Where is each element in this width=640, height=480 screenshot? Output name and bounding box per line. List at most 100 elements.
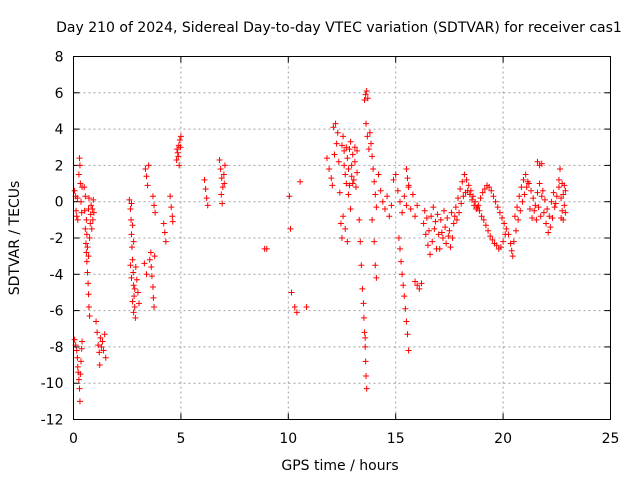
- data-point: [463, 176, 470, 183]
- data-point: [529, 215, 536, 222]
- data-point: [220, 171, 227, 178]
- data-point: [98, 343, 105, 350]
- data-point: [101, 331, 108, 338]
- data-point: [341, 162, 348, 169]
- data-point: [543, 220, 550, 227]
- data-point: [366, 129, 373, 136]
- data-point: [291, 303, 298, 310]
- data-point: [538, 193, 545, 200]
- data-point: [82, 193, 89, 200]
- data-point: [450, 220, 457, 227]
- data-point: [351, 144, 358, 151]
- data-point: [547, 224, 554, 231]
- data-point: [219, 184, 226, 191]
- data-point: [545, 229, 552, 236]
- data-point: [480, 216, 487, 223]
- data-point: [511, 213, 518, 220]
- y-tick-label: -8: [50, 340, 64, 356]
- x-tick-label: 0: [69, 431, 78, 447]
- data-point: [451, 213, 458, 220]
- y-tick-labels: -12 -10 -8 -6 -4 -2 0 2 4 6 8: [41, 50, 64, 429]
- data-point: [81, 207, 88, 214]
- data-point: [510, 238, 517, 245]
- data-point: [76, 155, 83, 162]
- data-point: [83, 258, 90, 265]
- data-point: [371, 178, 378, 185]
- data-point: [343, 144, 350, 151]
- data-point: [79, 338, 86, 345]
- y-tick-label: -6: [50, 304, 64, 320]
- data-point: [396, 198, 403, 205]
- data-point: [557, 166, 564, 173]
- data-point: [458, 200, 465, 207]
- data-point: [85, 291, 92, 298]
- data-point: [75, 171, 82, 178]
- data-point: [131, 303, 138, 310]
- data-point: [517, 207, 524, 214]
- data-point: [414, 202, 421, 209]
- data-point: [129, 256, 136, 263]
- data-point: [85, 195, 92, 202]
- data-point: [73, 213, 80, 220]
- data-point: [396, 245, 403, 252]
- data-point: [508, 247, 515, 254]
- data-point: [492, 198, 499, 205]
- data-point: [538, 160, 545, 167]
- data-point: [85, 205, 92, 212]
- data-point: [77, 180, 84, 187]
- data-point: [95, 342, 102, 349]
- data-point: [201, 176, 208, 183]
- data-point: [520, 176, 527, 183]
- data-point: [532, 202, 539, 209]
- y-tick-label: -2: [50, 231, 64, 247]
- data-point: [342, 225, 349, 232]
- data-point: [86, 313, 93, 320]
- data-points: [71, 87, 569, 405]
- data-point: [146, 256, 153, 263]
- data-point: [442, 224, 449, 231]
- data-point: [352, 184, 359, 191]
- data-point: [394, 187, 401, 194]
- data-point: [519, 198, 526, 205]
- data-point: [524, 178, 531, 185]
- data-point: [90, 196, 97, 203]
- y-tick-label: 0: [55, 195, 64, 211]
- data-point: [490, 193, 497, 200]
- data-point: [364, 133, 371, 140]
- data-point: [132, 314, 139, 321]
- data-point: [448, 209, 455, 216]
- data-point: [329, 182, 336, 189]
- data-point: [357, 238, 364, 245]
- data-point: [381, 205, 388, 212]
- data-point: [173, 156, 180, 163]
- data-point: [149, 193, 156, 200]
- y-axis-label: SDTVAR / TECUs: [7, 181, 23, 296]
- data-point: [203, 195, 210, 202]
- data-point: [134, 289, 141, 296]
- data-point: [71, 336, 78, 343]
- data-point: [363, 87, 370, 94]
- data-point: [412, 278, 419, 285]
- data-point: [218, 175, 225, 182]
- data-point: [457, 185, 464, 192]
- data-point: [348, 162, 355, 169]
- data-point: [477, 195, 484, 202]
- data-point: [343, 180, 350, 187]
- data-point: [348, 173, 355, 180]
- data-point: [100, 347, 107, 354]
- data-point: [161, 229, 168, 236]
- data-point: [460, 193, 467, 200]
- data-point: [127, 262, 134, 269]
- data-point: [168, 204, 175, 211]
- data-point: [354, 169, 361, 176]
- data-point: [330, 124, 337, 131]
- data-point: [535, 204, 542, 211]
- data-point: [130, 269, 137, 276]
- data-point: [148, 273, 155, 280]
- data-point: [142, 166, 149, 173]
- data-point: [331, 151, 338, 158]
- data-point: [263, 245, 270, 252]
- data-point: [335, 158, 342, 165]
- data-point: [518, 184, 525, 191]
- data-point: [77, 371, 84, 378]
